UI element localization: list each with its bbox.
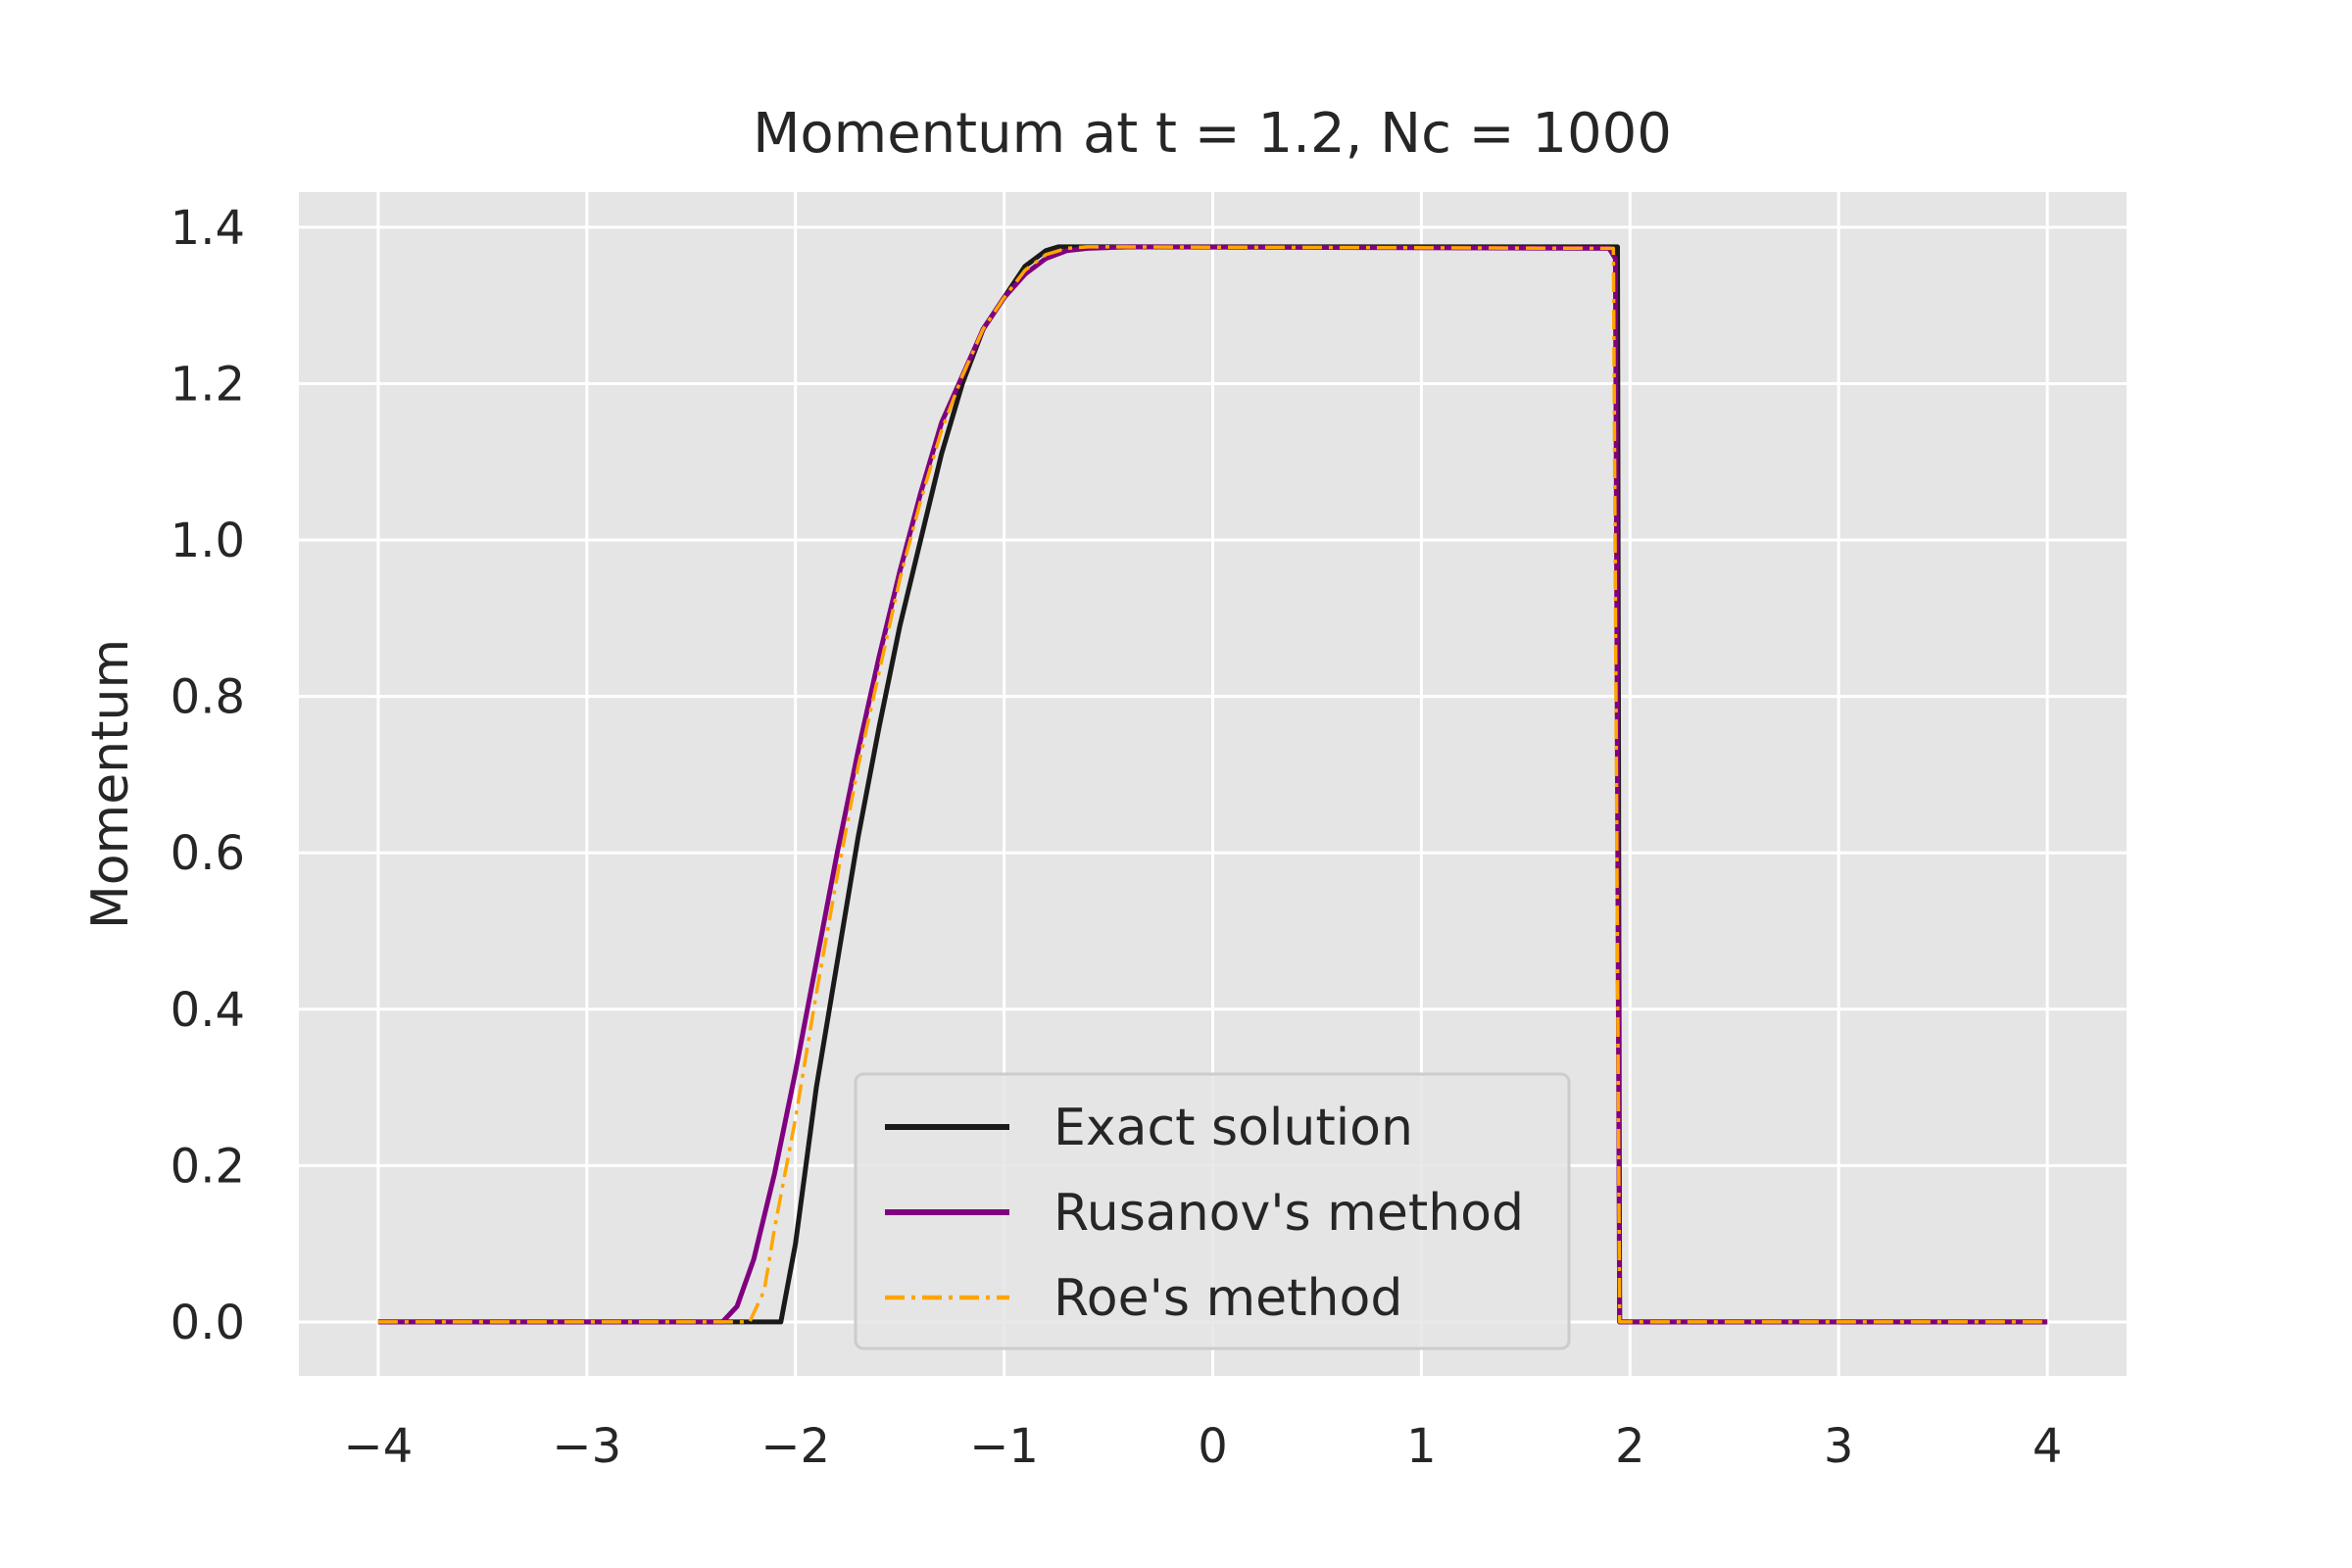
- legend: Exact solution Rusanov's method Roe's meth…: [854, 1072, 1571, 1350]
- y-tick-label: 1.4: [171, 201, 245, 256]
- chart-title: Momentum at t = 1.2, Nc = 1000: [753, 102, 1672, 166]
- legend-label-3: Roe's method: [1054, 1269, 1402, 1328]
- y-tick-label: 0.0: [171, 1296, 245, 1350]
- x-tick-label: −2: [760, 1419, 830, 1474]
- y-axis-label: Momentum: [81, 639, 140, 929]
- y-tick-label: 0.6: [171, 826, 245, 881]
- x-tick-label: −3: [552, 1419, 621, 1474]
- x-tick-label: 4: [2033, 1419, 2063, 1474]
- series-lines: [377, 244, 2048, 1325]
- y-tick-label: 0.8: [171, 670, 245, 725]
- legend-label-1: Exact solution: [1054, 1099, 1413, 1157]
- series-line-3: [377, 245, 2048, 1324]
- y-tick-label: 1.0: [171, 514, 245, 568]
- x-tick-labels: −4 −3 −2 −1 0 1 2 3 4: [344, 1419, 2063, 1474]
- x-tick-label: −1: [969, 1419, 1039, 1474]
- legend-label-2: Rusanov's method: [1054, 1184, 1524, 1243]
- y-tick-label: 1.2: [171, 357, 245, 412]
- x-tick-label: 3: [1824, 1419, 1854, 1474]
- x-tick-label: 0: [1198, 1419, 1228, 1474]
- x-tick-label: −4: [344, 1419, 414, 1474]
- series-line-1: [377, 244, 2048, 1325]
- y-tick-labels: 0.0 0.2 0.4 0.6 0.8 1.0 1.2 1.4: [171, 201, 245, 1350]
- y-tick-label: 0.4: [171, 983, 245, 1038]
- y-tick-label: 0.2: [171, 1139, 245, 1194]
- x-tick-label: 2: [1615, 1419, 1645, 1474]
- x-tick-label: 1: [1406, 1419, 1437, 1474]
- legend-box: [854, 1072, 1571, 1350]
